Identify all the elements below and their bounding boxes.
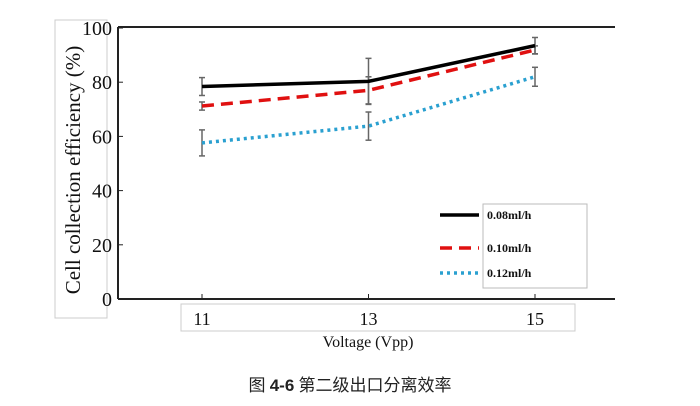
line-chart: 0 20 40 60 80 100 11 13 15 0.08ml/h 0.10ml/h 0.12m… bbox=[54, 18, 615, 351]
x-tick-box bbox=[180, 303, 576, 332]
y-tick-label: 40 bbox=[92, 181, 112, 203]
caption-number: 4-6 bbox=[269, 376, 295, 395]
caption-prefix: 图 bbox=[248, 376, 270, 395]
x-tick-label: 15 bbox=[526, 309, 544, 329]
x-tick-label: 13 bbox=[360, 309, 378, 329]
series-line-0.08ml/h bbox=[201, 43, 536, 89]
legend-label: 0.08ml/h bbox=[487, 208, 532, 222]
y-tick-label: 100 bbox=[82, 18, 112, 40]
legend-label: 0.12ml/h bbox=[487, 266, 532, 280]
y-label-box bbox=[54, 19, 108, 319]
x-tick-label: 11 bbox=[193, 309, 210, 329]
legend-label: 0.10ml/h bbox=[487, 241, 532, 255]
y-tick-label: 0 bbox=[102, 289, 112, 311]
x-axis-label: Voltage (Vpp) bbox=[323, 334, 414, 351]
y-tick-label: 60 bbox=[92, 126, 112, 148]
y-tick-label: 80 bbox=[92, 72, 112, 94]
y-tick-label: 20 bbox=[92, 235, 112, 257]
caption-text: 第二级出口分离效率 bbox=[294, 376, 452, 395]
figure-caption: 图 4-6 第二级出口分离效率 bbox=[0, 371, 700, 396]
legend-box bbox=[482, 203, 588, 289]
y-axis-label: Cell collection efficiency (%) bbox=[61, 46, 85, 295]
